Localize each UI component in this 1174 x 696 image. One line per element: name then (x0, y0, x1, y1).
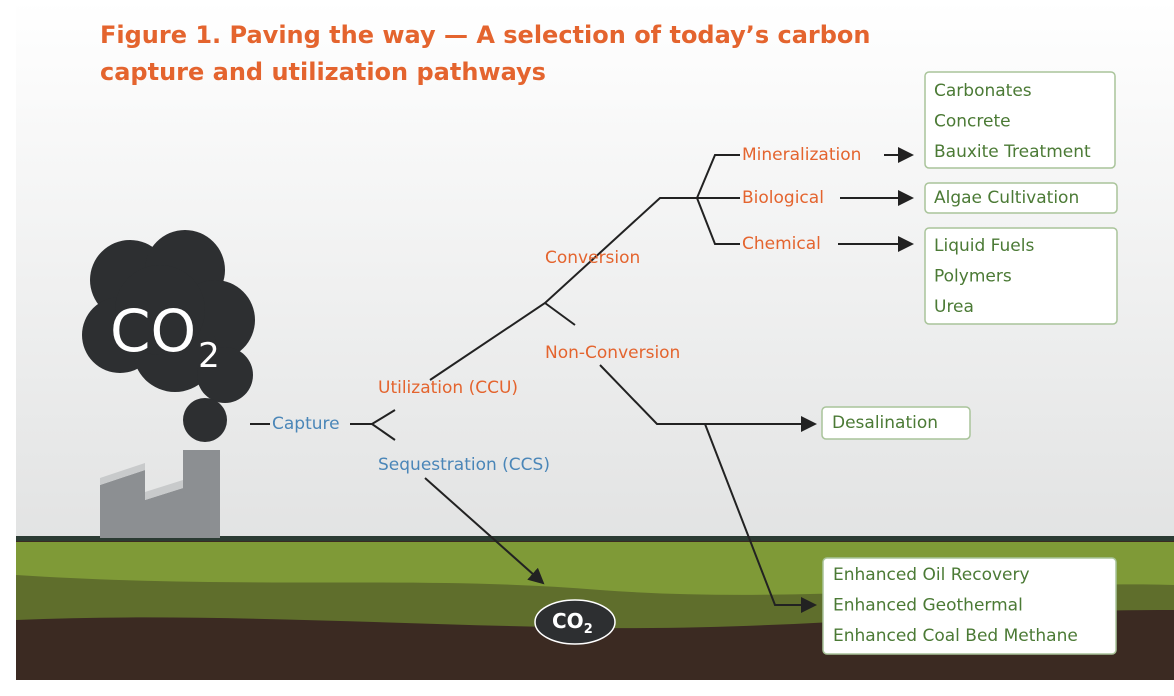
title: capture and utilization pathways (100, 58, 546, 86)
capture-label: Capture (272, 414, 340, 434)
output-item: Liquid Fuels (934, 236, 1034, 256)
diagram: CO2 CO2 Figure 1. Paving the way — A sel… (0, 0, 1174, 692)
output-item: Polymers (934, 267, 1012, 287)
sequestration-label: Sequestration (CCS) (378, 455, 550, 475)
mineralization-label: Mineralization (742, 145, 861, 165)
chemical-label: Chemical (742, 234, 821, 254)
output-item: Enhanced Geothermal (833, 596, 1023, 616)
output-item: Enhanced Coal Bed Methane (833, 626, 1078, 646)
output-item: Bauxite Treatment (934, 142, 1091, 162)
biological-label: Biological (742, 188, 824, 208)
non-conversion-label: Non-Conversion (545, 343, 680, 363)
output-item: Urea (934, 297, 974, 317)
title: Figure 1. Paving the way — A selection o… (100, 21, 870, 49)
output-item: Desalination (832, 413, 938, 433)
output-item: Algae Cultivation (934, 188, 1079, 208)
output-item: Concrete (934, 112, 1011, 132)
utilization-label: Utilization (CCU) (378, 378, 518, 398)
output-item: Carbonates (934, 81, 1032, 101)
conversion-label: Conversion (545, 248, 640, 268)
output-item: Enhanced Oil Recovery (833, 565, 1030, 585)
